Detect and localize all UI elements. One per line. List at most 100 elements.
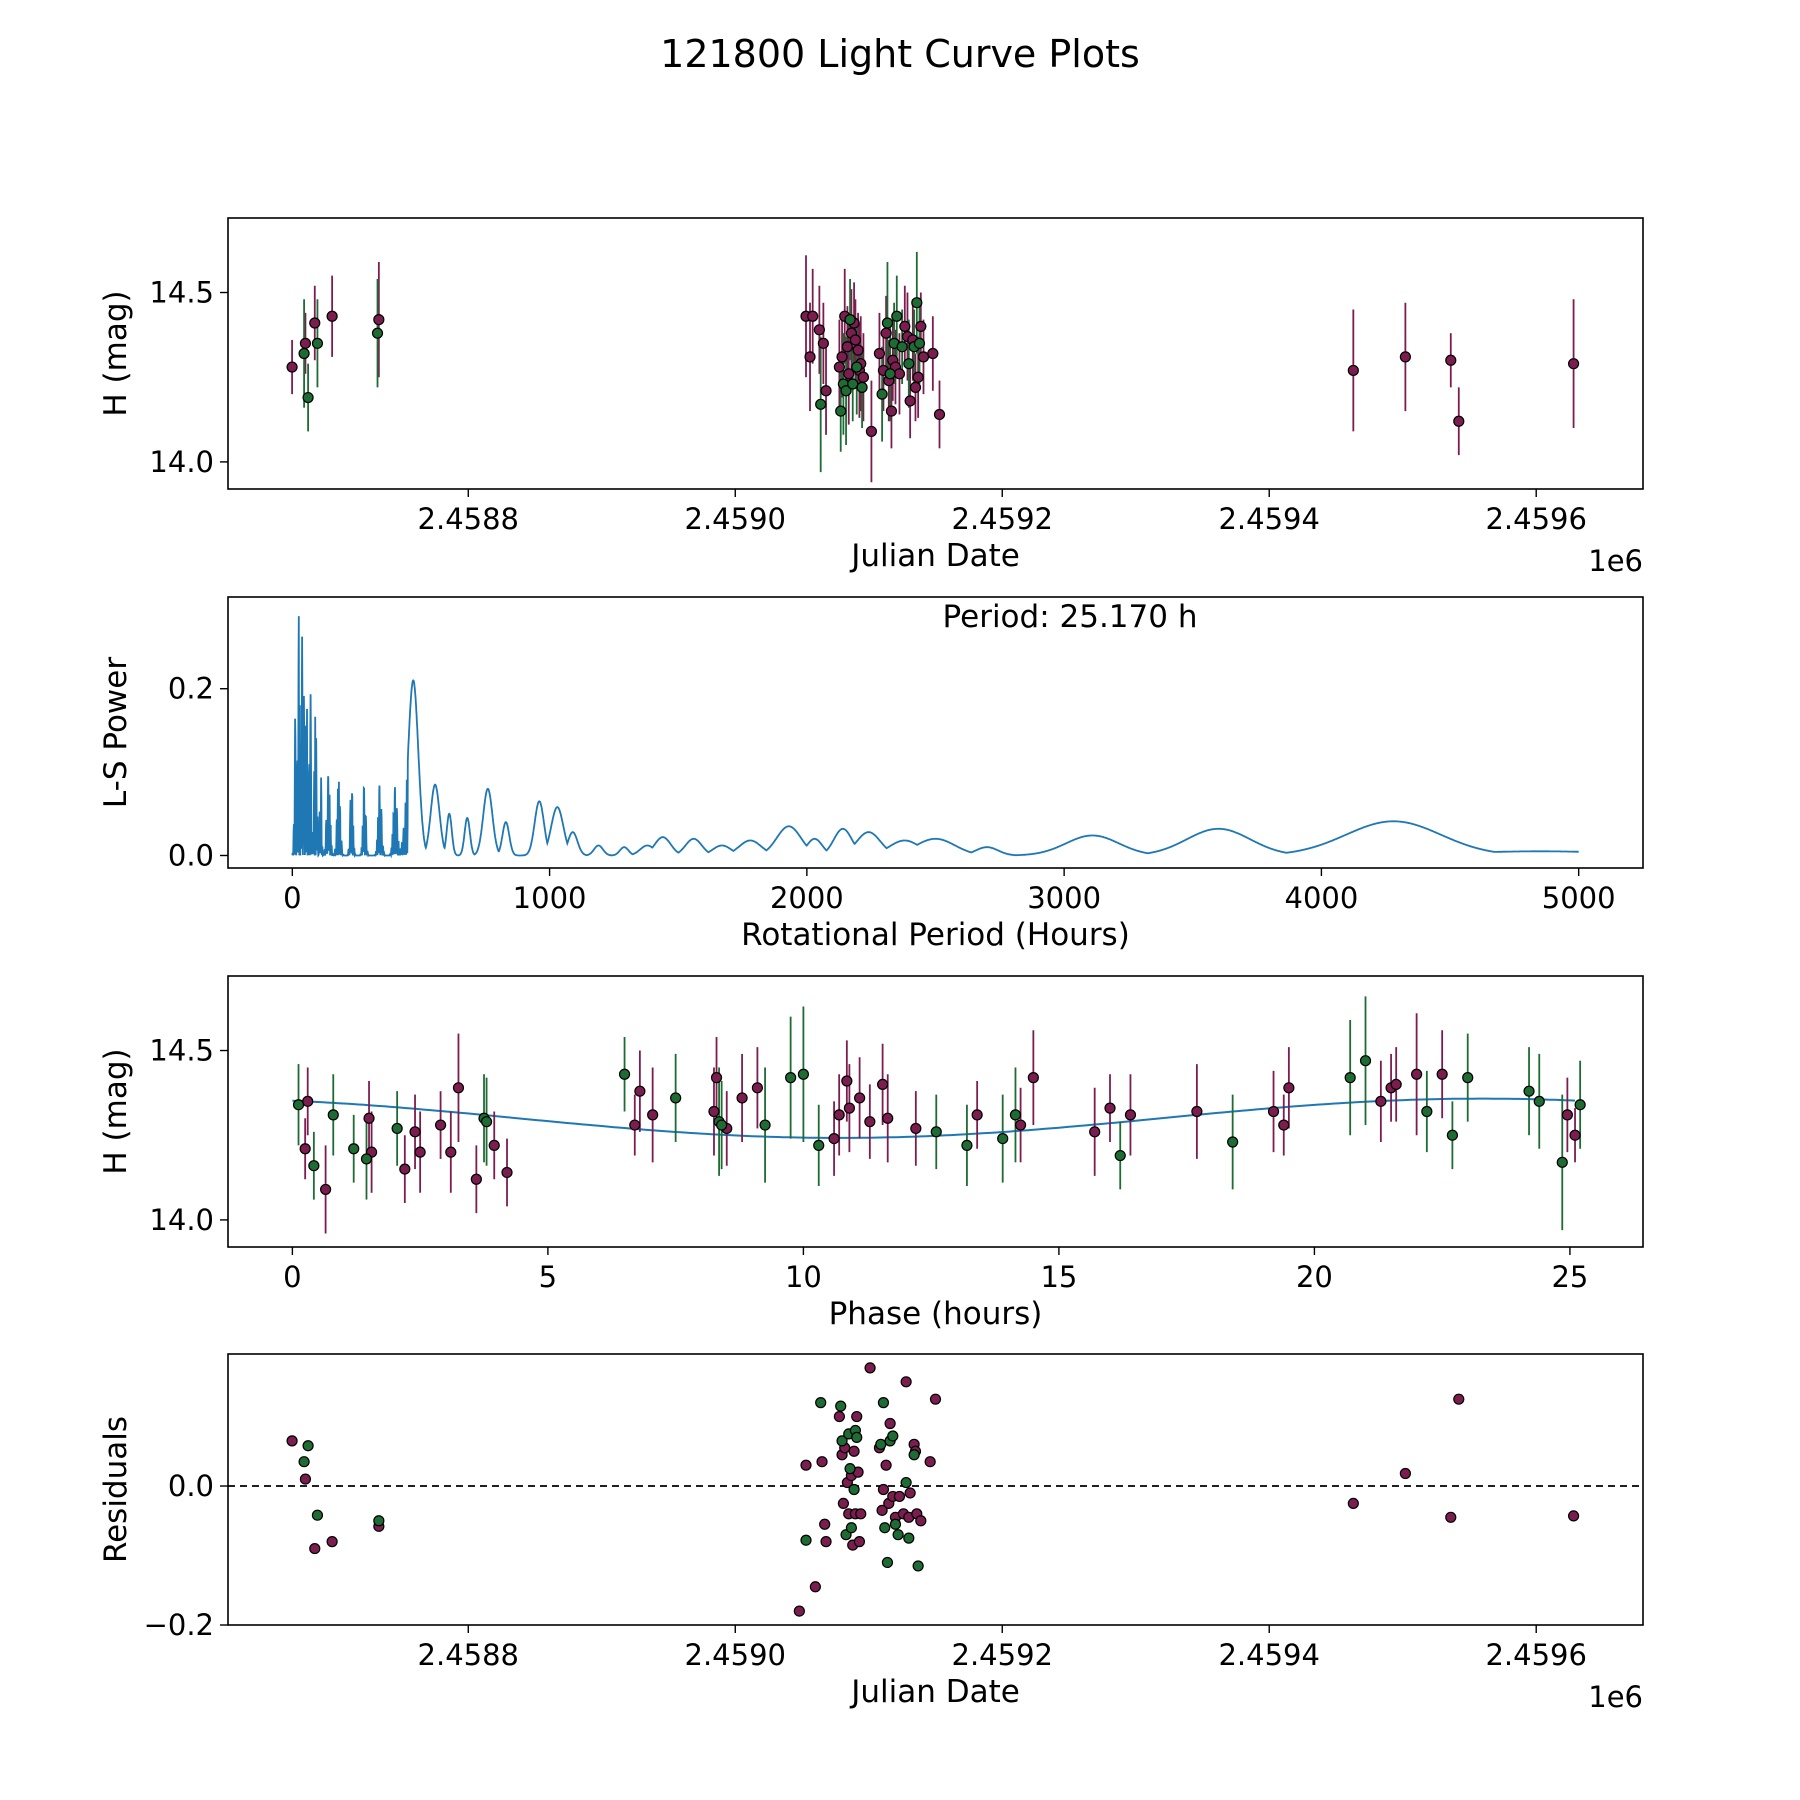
phased-axes-frame [227,975,1644,1248]
phased-data-point [634,1085,646,1097]
residuals-data-point [800,1459,812,1471]
phased-ylabel: H (mag) [98,1048,134,1174]
phased-data-point [833,1109,845,1121]
lightcurve-data-point [373,314,385,326]
phased-xtick-label: 10 [785,1260,822,1294]
lightcurve-xtick-label: 2.4594 [1218,502,1319,536]
residuals-data-point [816,1456,828,1468]
phased-data-point [1283,1082,1295,1094]
phased-data-point [399,1163,411,1175]
phased-data-point [1411,1068,1423,1080]
lightcurve-data-point [913,337,926,349]
lightcurve-data-point [873,347,886,360]
lightcurve-data-point [933,408,946,421]
phased-data-point [708,1105,720,1118]
lightcurve-data-point [904,395,916,407]
residuals-xtick-label: 2.4590 [685,1638,786,1672]
residuals-data-point [833,1410,845,1423]
phased-data-point [1009,1109,1022,1121]
residuals-data-point [800,1534,812,1546]
phased-xtick-label: 20 [1296,1260,1333,1294]
phased-data-point [1191,1105,1203,1118]
lightcurve-data-point [1445,354,1457,366]
residuals-data-point [1567,1510,1580,1522]
lightcurve-data-point [836,351,848,363]
phased-data-point [348,1143,360,1155]
residuals-ytick-label: −0.2 [144,1608,214,1642]
phased-data-point [1462,1072,1474,1084]
lightcurve-data-point [1567,358,1580,370]
phased-data-point [710,1072,723,1084]
lightcurve-ylabel: H (mag) [98,290,134,416]
periodogram-ylabel: L-S Power [98,657,134,808]
residuals-data-point [875,1438,887,1450]
lightcurve-data-point [813,324,825,336]
residuals-data-point [924,1456,936,1468]
phased-lightcurve-panel: 0 5 10 15 20 25 14.0 14.5 Phase (hours) H (mag) [98,975,1644,1332]
periodogram-axes-frame [227,596,1644,869]
phased-data-point [1523,1085,1535,1097]
residuals-data-point [892,1529,904,1541]
lightcurve-xtick-label: 2.4588 [418,502,519,536]
residuals-data-point [908,1449,920,1461]
residuals-data-point [309,1542,321,1555]
periodogram-plot-area [291,616,1579,859]
phased-data-point [1390,1078,1402,1091]
lightcurve-data-point [299,337,312,349]
lightcurve-data-point [833,361,845,373]
lightcurve-data-point [286,361,298,373]
phased-plot-area [292,996,1586,1234]
lightcurve-data-point [893,368,906,380]
residuals-xtick-label: 2.4594 [1218,1638,1319,1672]
phased-data-point [647,1109,659,1121]
periodogram-xtick-label: 2000 [770,881,844,915]
phased-data-point [971,1109,983,1121]
periodogram-panel: 0 1000 2000 3000 4000 5000 0.0 0.2 Rotational Pe… [98,596,1644,953]
lightcurve-data-point [865,425,878,438]
residuals-data-point [836,1435,848,1447]
residuals-data-point [298,1456,310,1468]
phased-data-point [1027,1072,1039,1084]
phased-xlabel: Phase (hours) [829,1296,1043,1332]
residuals-xtick-label: 2.4588 [418,1638,519,1672]
residuals-data-point [819,1518,831,1530]
phased-ytick-label: 14.0 [149,1203,214,1237]
lightcurve-data-point [820,385,832,397]
residuals-data-point [1347,1497,1359,1509]
phased-data-point [1114,1149,1126,1162]
residuals-data-point [809,1581,821,1593]
residuals-offset-label: 1e6 [1588,1680,1643,1714]
residuals-data-point [881,1556,894,1569]
phased-xtick-label: 5 [539,1260,557,1294]
residuals-data-point [889,1518,902,1530]
residuals-data-point [900,1476,912,1489]
phased-data-point [1436,1068,1448,1080]
periodogram-ytick-label: 0.2 [168,672,214,706]
phased-data-point [618,1068,631,1080]
periodogram-xtick-label: 5000 [1542,881,1616,915]
phased-xtick-label: 25 [1551,1260,1588,1294]
residuals-xtick-label: 2.4592 [952,1638,1053,1672]
phased-data-point [997,1132,1009,1145]
lightcurve-data-point [298,347,310,360]
residuals-data-point [876,1504,888,1516]
residuals-data-point [845,1522,858,1534]
residuals-data-point [837,1497,849,1509]
residuals-data-point [835,1400,847,1412]
lightcurve-axes-frame [227,217,1644,490]
lightcurve-data-point [326,310,338,322]
phased-data-point [1533,1095,1545,1107]
lightcurve-data-point [917,351,930,363]
phased-data-point [1574,1099,1586,1111]
lightcurve-ytick-label: 14.5 [149,276,214,310]
periodogram-xtick-label: 1000 [513,881,587,915]
residuals-data-point [848,1445,860,1457]
period-annotation: Period: 25.170 h [943,599,1198,635]
residuals-data-point [864,1362,876,1374]
lightcurve-data-point [909,381,922,393]
residuals-data-point [848,1483,860,1496]
residuals-data-point [903,1532,915,1544]
phased-data-point [501,1166,513,1179]
lightcurve-data-point [849,334,862,346]
